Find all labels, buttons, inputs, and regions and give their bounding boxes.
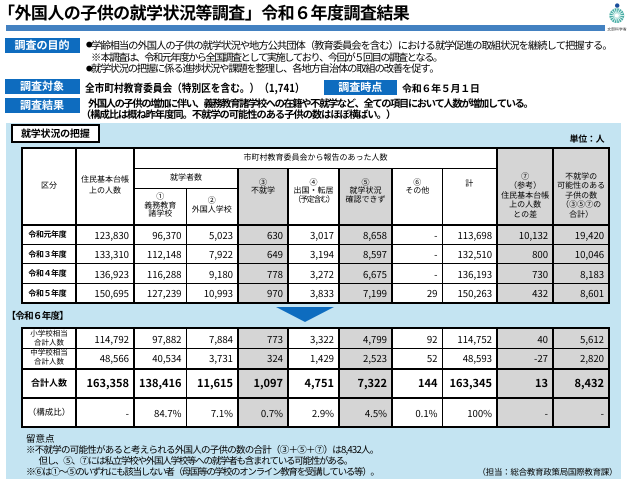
svg-text:文部科学省: 文部科学省 xyxy=(607,27,627,33)
